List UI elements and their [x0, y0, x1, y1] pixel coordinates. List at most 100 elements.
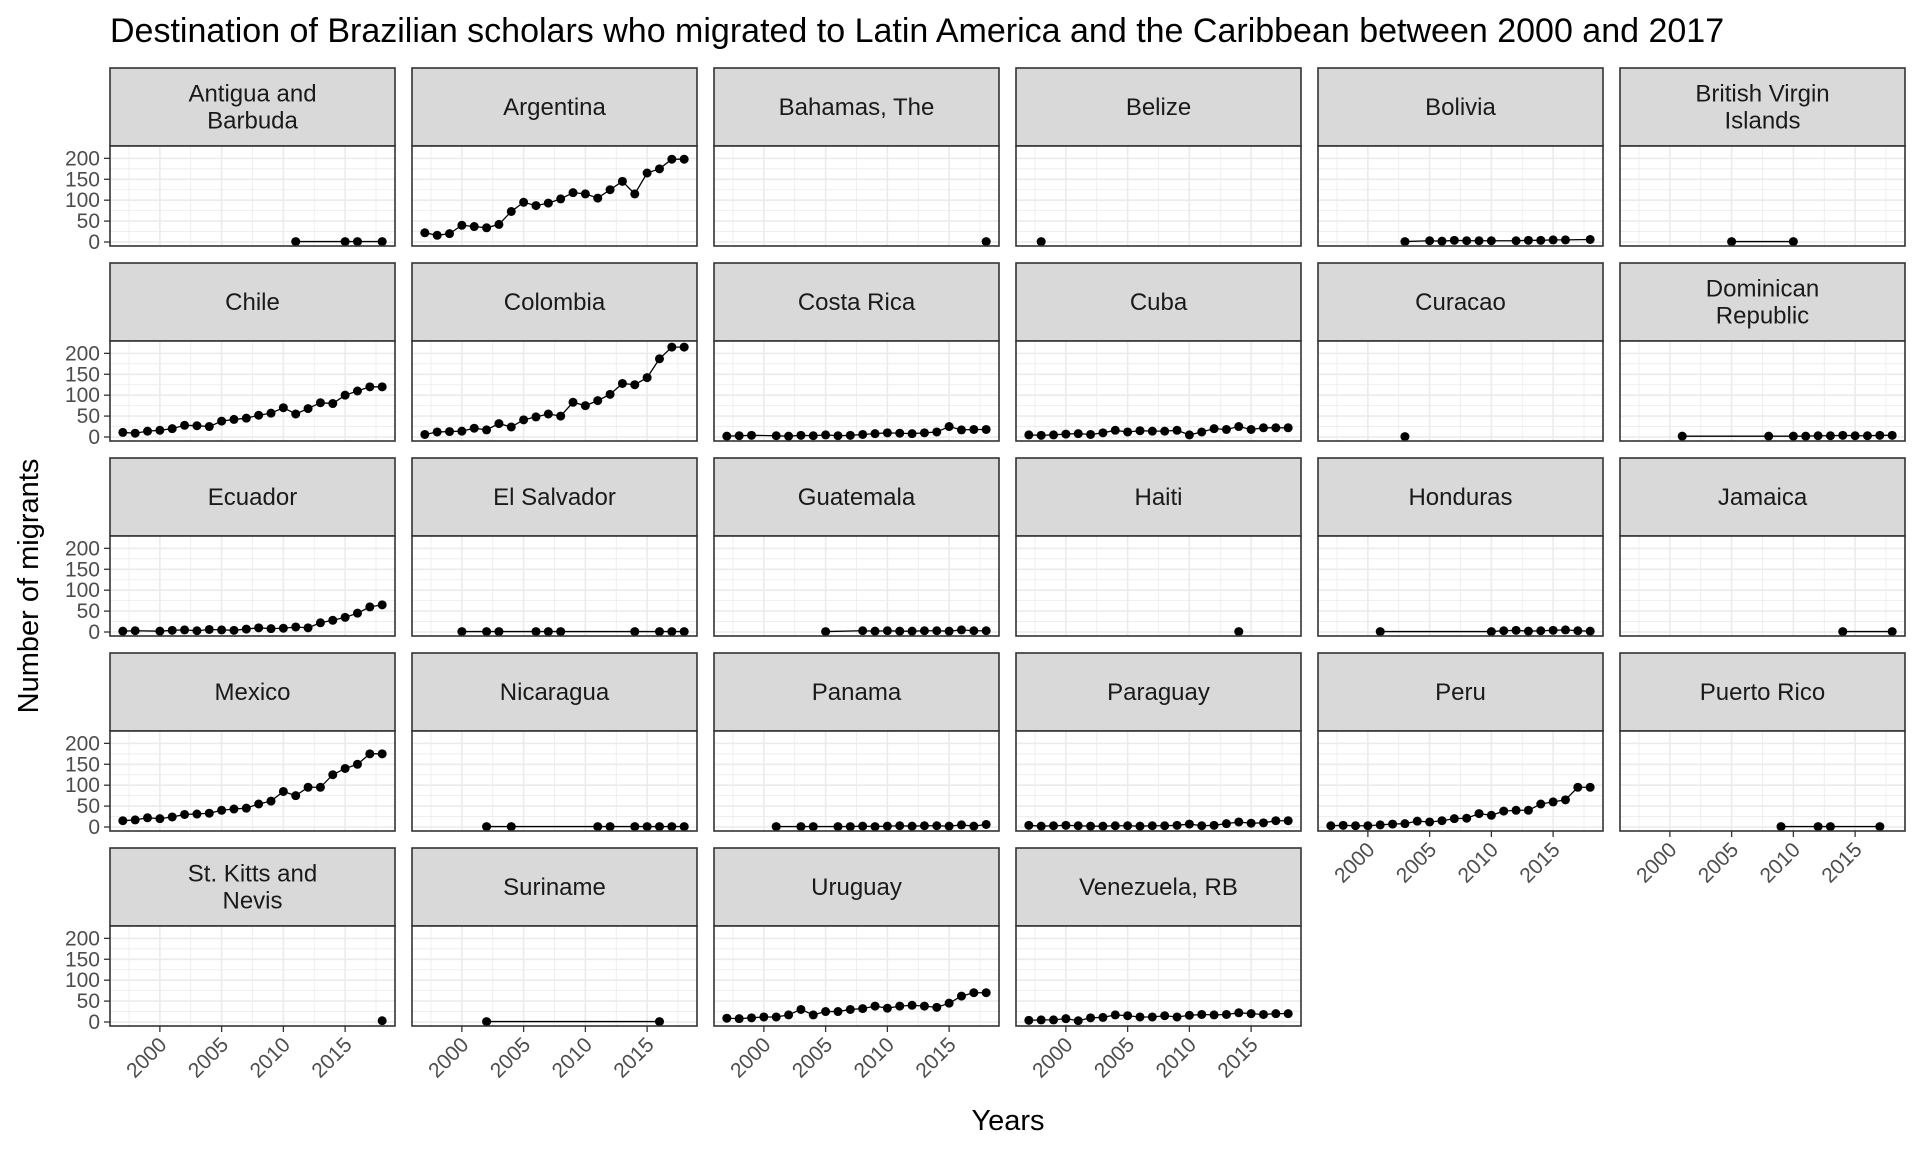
panel-border [713, 730, 1000, 832]
panel-strip [109, 847, 396, 927]
data-point [1425, 817, 1435, 827]
data-point [1486, 627, 1496, 637]
data-point [870, 429, 880, 439]
panel-guatemala: Guatemala [713, 457, 1000, 637]
data-point [593, 822, 603, 832]
panel-grid [714, 341, 999, 441]
data-point [482, 822, 492, 832]
y-tick-label: 100 [65, 189, 100, 212]
panel-strip [713, 847, 1000, 927]
data-point [365, 382, 375, 392]
data-point [956, 425, 966, 435]
data-point [328, 399, 338, 409]
data-point [1536, 626, 1546, 636]
data-point [1135, 821, 1145, 831]
data-point [303, 404, 313, 414]
data-point [981, 819, 991, 829]
data-point [1184, 430, 1194, 440]
data-point [1086, 1013, 1096, 1023]
data-point [340, 237, 350, 247]
data-point [229, 414, 239, 424]
data-point [180, 809, 190, 819]
data-point [278, 786, 288, 796]
data-point [531, 627, 541, 637]
data-point [1123, 1011, 1133, 1021]
data-point [1234, 627, 1244, 637]
panel-jamaica: Jamaica [1619, 457, 1906, 637]
data-point [143, 813, 153, 823]
data-point [870, 1001, 880, 1011]
data-point [1523, 626, 1533, 636]
panel-strip-label: Costa Rica [798, 289, 916, 316]
y-tick-label: 50 [77, 210, 100, 233]
data-point [1400, 237, 1410, 247]
data-point [1110, 1010, 1120, 1020]
panel-panama: Panama [713, 652, 1000, 832]
panel-strip-label: Uruguay [811, 874, 902, 901]
data-point [845, 430, 855, 440]
data-point [630, 380, 640, 390]
panel-border [1317, 535, 1604, 637]
data-point [143, 426, 153, 436]
y-tick-label: 100 [65, 774, 100, 797]
data-point [722, 1013, 732, 1023]
data-point [1135, 1012, 1145, 1022]
y-tick-label: 100 [65, 969, 100, 992]
data-point [1813, 431, 1823, 441]
panel-strip-label: Bahamas, The [779, 94, 935, 121]
data-point [1086, 821, 1096, 831]
data-point [1234, 1008, 1244, 1018]
series-line-argentina [424, 158, 685, 236]
data-point [1523, 805, 1533, 815]
data-point [1036, 1015, 1046, 1025]
data-point [1098, 821, 1108, 831]
data-point [667, 627, 677, 637]
data-point [1209, 820, 1219, 830]
data-point [303, 623, 313, 633]
panel-border [713, 145, 1000, 247]
data-point [420, 429, 430, 439]
data-point [377, 749, 387, 759]
data-point [667, 154, 677, 164]
data-point [1425, 236, 1435, 246]
data-point [469, 222, 479, 232]
data-point [1098, 1012, 1108, 1022]
data-point [365, 602, 375, 612]
panel-strip-label: Guatemala [798, 484, 916, 511]
data-point [796, 430, 806, 440]
data-point [377, 1016, 387, 1026]
panel-nicaragua: Nicaragua [411, 652, 698, 832]
data-point [1474, 809, 1484, 819]
data-point [654, 627, 664, 637]
data-point [241, 803, 251, 813]
data-point [617, 378, 627, 388]
data-point [771, 1012, 781, 1022]
series-line-peru [1330, 786, 1591, 827]
data-point [432, 427, 442, 437]
data-point [266, 796, 276, 806]
data-point [1838, 627, 1848, 637]
data-point [1560, 625, 1570, 635]
data-point [365, 749, 375, 759]
data-point [1061, 429, 1071, 439]
data-point [1061, 1014, 1071, 1024]
panel-strip-label: Panama [812, 679, 902, 706]
data-point [870, 626, 880, 636]
data-point [1351, 821, 1361, 831]
data-point [519, 415, 529, 425]
data-point [808, 822, 818, 832]
data-point [1326, 821, 1336, 831]
panel-strip-label: Cuba [1130, 289, 1188, 316]
y-tick-label: 150 [65, 168, 100, 191]
data-point [956, 820, 966, 830]
panel-strip-label: El Salvador [493, 484, 616, 511]
panel-grid [110, 926, 395, 1026]
data-point [1024, 430, 1034, 440]
panel-grid [1318, 731, 1603, 831]
data-point [1875, 822, 1885, 832]
data-point [907, 1000, 917, 1010]
data-point [882, 428, 892, 438]
data-point [969, 424, 979, 434]
data-point [241, 413, 251, 423]
